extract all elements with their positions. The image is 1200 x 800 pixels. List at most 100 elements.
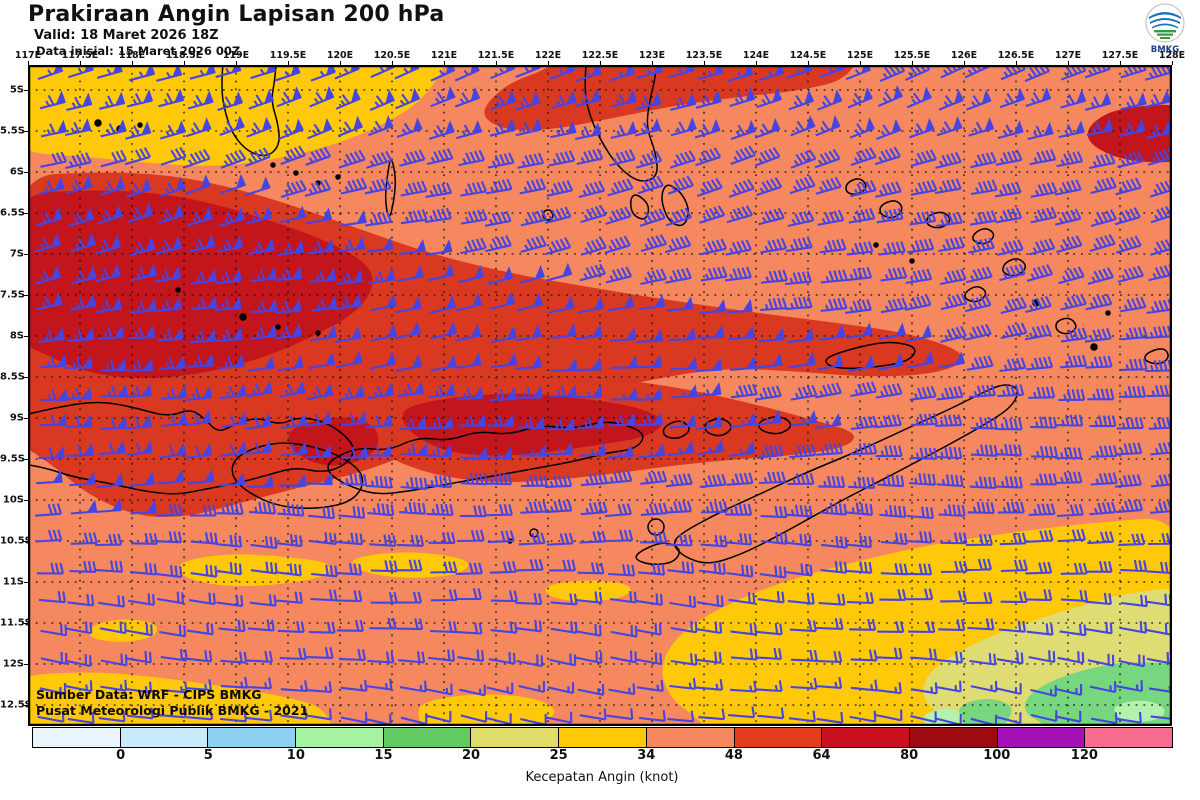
- lon-label: 128E: [1158, 50, 1186, 61]
- bmkg-logo-label: BMKG: [1150, 45, 1180, 55]
- lat-label: 11.5S: [0, 617, 32, 629]
- banggai-1: [845, 178, 867, 195]
- lon-tick: [496, 61, 497, 65]
- lat-label: 10S: [2, 494, 24, 506]
- lat-label: 12S: [2, 658, 24, 670]
- legend-tick-label: 10: [286, 748, 305, 763]
- lat-tick: [24, 336, 28, 337]
- legend-tick-label: 120: [1070, 748, 1098, 763]
- legend-segment: [207, 728, 296, 747]
- data-source-credit: Sumber Data: WRF - CIPS BMKG: [36, 687, 262, 702]
- lon-label: 122.5E: [581, 50, 619, 61]
- lon-tick: [1016, 61, 1017, 65]
- lat-label: 9.5S: [0, 453, 25, 465]
- kangean-3: [137, 122, 143, 128]
- lat-tick: [24, 459, 28, 460]
- sumbawa: [28, 401, 354, 495]
- lon-tick: [964, 61, 965, 65]
- page-title: Prakiraan Angin Lapisan 200 hPa: [28, 2, 445, 27]
- lat-tick: [24, 623, 28, 624]
- lat-label: 5S: [9, 84, 24, 96]
- lon-tick: [756, 61, 757, 65]
- lon-tick: [600, 61, 601, 65]
- lon-tick: [912, 61, 913, 65]
- lat-tick: [24, 500, 28, 501]
- colorbar-caption: Kecepatan Angin (knot): [525, 770, 679, 785]
- lon-label: 125.5E: [893, 50, 931, 61]
- ne-isle-4: [1090, 343, 1098, 351]
- lat-label: 6S: [9, 166, 24, 178]
- lat-label: 8.5S: [0, 371, 25, 383]
- lat-label: 6.5S: [0, 207, 25, 219]
- lon-tick: [288, 61, 289, 65]
- legend-segment: [382, 728, 471, 747]
- lon-tick: [28, 61, 29, 65]
- banggai-5: [1002, 258, 1026, 277]
- lon-label: 121.5E: [477, 50, 515, 61]
- yellow-patch-bl: [28, 672, 332, 726]
- kangean-1: [94, 119, 102, 127]
- lon-tick: [340, 61, 341, 65]
- wind-speed-colorbar: [32, 727, 1173, 748]
- banggai-3: [926, 211, 951, 229]
- legend-segment: [821, 728, 909, 747]
- legend-tick-label: 15: [374, 748, 393, 763]
- sabalana-3: [239, 313, 247, 321]
- lon-tick: [1172, 61, 1173, 65]
- timor: [674, 384, 1019, 564]
- lon-label: 122E: [534, 50, 562, 61]
- lat-label: 7S: [9, 248, 24, 260]
- legend-tick-label: 48: [724, 748, 743, 763]
- lon-tick: [860, 61, 861, 65]
- legend-segment: [119, 728, 208, 747]
- lon-label: 125E: [846, 50, 874, 61]
- lon-label: 118E: [118, 50, 146, 61]
- lon-tick: [1068, 61, 1069, 65]
- wind-map: [28, 65, 1172, 726]
- legend-segment: [470, 728, 559, 747]
- legend-segment: [733, 728, 822, 747]
- legend-tick-label: 0: [116, 748, 126, 763]
- lon-tick: [704, 61, 705, 65]
- lembata: [662, 420, 690, 439]
- lon-tick: [80, 61, 81, 65]
- lat-tick: [24, 254, 28, 255]
- producer-credit: Pusat Meteorologi Publik BMKG - 2021: [36, 703, 309, 718]
- legend-segment: [33, 728, 120, 747]
- wetar: [825, 341, 916, 370]
- sumbawa-red: [288, 417, 379, 466]
- muna: [630, 194, 650, 220]
- lon-tick: [184, 61, 185, 65]
- rote: [635, 542, 680, 565]
- map-layers: [28, 65, 1172, 726]
- lon-label: 123.5E: [685, 50, 723, 61]
- lon-label: 127.5E: [1101, 50, 1139, 61]
- legend-segment: [996, 728, 1085, 747]
- lat-label: 12.5S: [0, 699, 32, 711]
- yellow-patch-5: [418, 694, 555, 726]
- lon-label: 124.5E: [789, 50, 827, 61]
- lon-label: 127E: [1054, 50, 1082, 61]
- lat-tick: [24, 295, 28, 296]
- lon-label: 126.5E: [997, 50, 1035, 61]
- legend-segment: [295, 728, 383, 747]
- valid-time-label: Valid: 18 Maret 2026 18Z: [34, 28, 219, 43]
- lat-tick: [24, 213, 28, 214]
- banggai-8: [909, 258, 915, 264]
- yellow-patch-6: [88, 619, 158, 642]
- buton: [661, 184, 690, 227]
- ne-isle-2: [1144, 348, 1169, 365]
- legend-segment: [645, 728, 734, 747]
- sabalana-1: [175, 287, 181, 293]
- lat-tick: [24, 664, 28, 665]
- legend-tick-label: 20: [462, 748, 481, 763]
- lon-label: 118.5E: [165, 50, 203, 61]
- lat-tick: [24, 705, 28, 706]
- lon-tick: [1120, 61, 1121, 65]
- bmkg-logo-icon: [1145, 3, 1185, 43]
- lon-tick: [652, 61, 653, 65]
- legend-segment: [908, 728, 997, 747]
- legend-segment: [558, 728, 646, 747]
- lon-label: 119.5E: [269, 50, 307, 61]
- lon-label: 119E: [222, 50, 250, 61]
